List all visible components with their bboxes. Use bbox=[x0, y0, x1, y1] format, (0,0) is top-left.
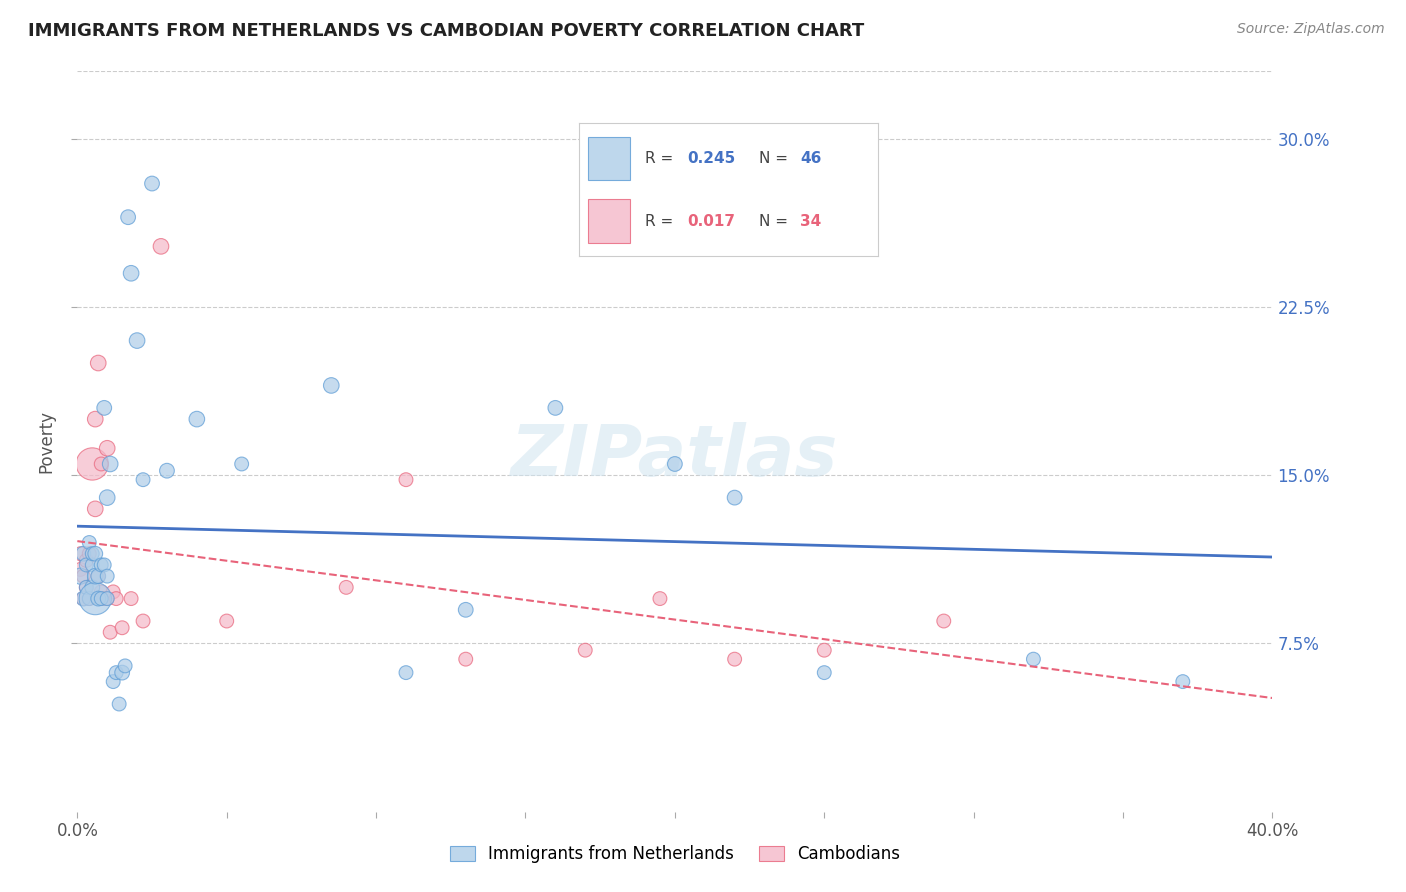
Point bbox=[103, 585, 124, 599]
Point bbox=[87, 569, 110, 583]
Point bbox=[1022, 652, 1045, 666]
Point bbox=[82, 547, 104, 561]
Point bbox=[84, 591, 107, 606]
Point bbox=[132, 614, 155, 628]
Point bbox=[724, 652, 747, 666]
Point bbox=[84, 547, 107, 561]
Point bbox=[82, 457, 104, 471]
Point bbox=[72, 591, 94, 606]
Point bbox=[132, 473, 155, 487]
Point bbox=[72, 547, 94, 561]
Point bbox=[395, 665, 418, 680]
Point bbox=[454, 603, 477, 617]
Point bbox=[93, 401, 115, 415]
Point bbox=[127, 334, 149, 348]
Text: ZIPatlas: ZIPatlas bbox=[512, 422, 838, 491]
Point bbox=[395, 473, 418, 487]
Point bbox=[664, 457, 686, 471]
Point bbox=[69, 562, 91, 576]
Point bbox=[141, 177, 163, 191]
Point bbox=[69, 569, 91, 583]
Point bbox=[75, 558, 97, 572]
Point bbox=[72, 591, 94, 606]
Point bbox=[84, 501, 107, 516]
Point bbox=[96, 491, 118, 505]
Text: IMMIGRANTS FROM NETHERLANDS VS CAMBODIAN POVERTY CORRELATION CHART: IMMIGRANTS FROM NETHERLANDS VS CAMBODIAN… bbox=[28, 22, 865, 40]
Point bbox=[90, 585, 112, 599]
Y-axis label: Poverty: Poverty bbox=[38, 410, 56, 473]
Point bbox=[72, 569, 94, 583]
Point bbox=[90, 591, 112, 606]
Point bbox=[79, 535, 101, 549]
Point bbox=[79, 591, 101, 606]
Point bbox=[84, 569, 107, 583]
Point bbox=[87, 569, 110, 583]
Point bbox=[544, 401, 567, 415]
Point bbox=[75, 553, 97, 567]
Point bbox=[117, 210, 139, 224]
Point bbox=[186, 412, 208, 426]
Point bbox=[108, 697, 131, 711]
Point bbox=[96, 591, 118, 606]
Point bbox=[69, 547, 91, 561]
Point bbox=[454, 652, 477, 666]
Point bbox=[105, 665, 128, 680]
Point bbox=[114, 659, 136, 673]
Point bbox=[120, 591, 142, 606]
Point bbox=[79, 591, 101, 606]
Point bbox=[120, 266, 142, 280]
Text: Source: ZipAtlas.com: Source: ZipAtlas.com bbox=[1237, 22, 1385, 37]
Point bbox=[813, 665, 835, 680]
Point bbox=[321, 378, 343, 392]
Point bbox=[589, 187, 612, 202]
Point bbox=[105, 591, 128, 606]
Point bbox=[93, 558, 115, 572]
Point bbox=[96, 569, 118, 583]
Point bbox=[75, 580, 97, 594]
Point bbox=[90, 558, 112, 572]
Point bbox=[82, 558, 104, 572]
Point bbox=[574, 643, 596, 657]
Point bbox=[111, 621, 134, 635]
Point bbox=[96, 591, 118, 606]
Point bbox=[90, 457, 112, 471]
Point bbox=[87, 356, 110, 370]
Point bbox=[75, 580, 97, 594]
Point bbox=[79, 547, 101, 561]
Point bbox=[724, 491, 747, 505]
Point bbox=[648, 591, 671, 606]
Point bbox=[1171, 674, 1194, 689]
Point bbox=[111, 665, 134, 680]
Legend: Immigrants from Netherlands, Cambodians: Immigrants from Netherlands, Cambodians bbox=[443, 838, 907, 870]
Point bbox=[93, 591, 115, 606]
Point bbox=[84, 412, 107, 426]
Point bbox=[231, 457, 253, 471]
Point bbox=[335, 580, 357, 594]
Point bbox=[82, 580, 104, 594]
Point bbox=[87, 591, 110, 606]
Point bbox=[813, 643, 835, 657]
Point bbox=[98, 625, 121, 640]
Point bbox=[150, 239, 173, 253]
Point bbox=[98, 457, 121, 471]
Point bbox=[156, 464, 179, 478]
Point bbox=[215, 614, 238, 628]
Point bbox=[103, 674, 124, 689]
Point bbox=[96, 442, 118, 456]
Point bbox=[932, 614, 955, 628]
